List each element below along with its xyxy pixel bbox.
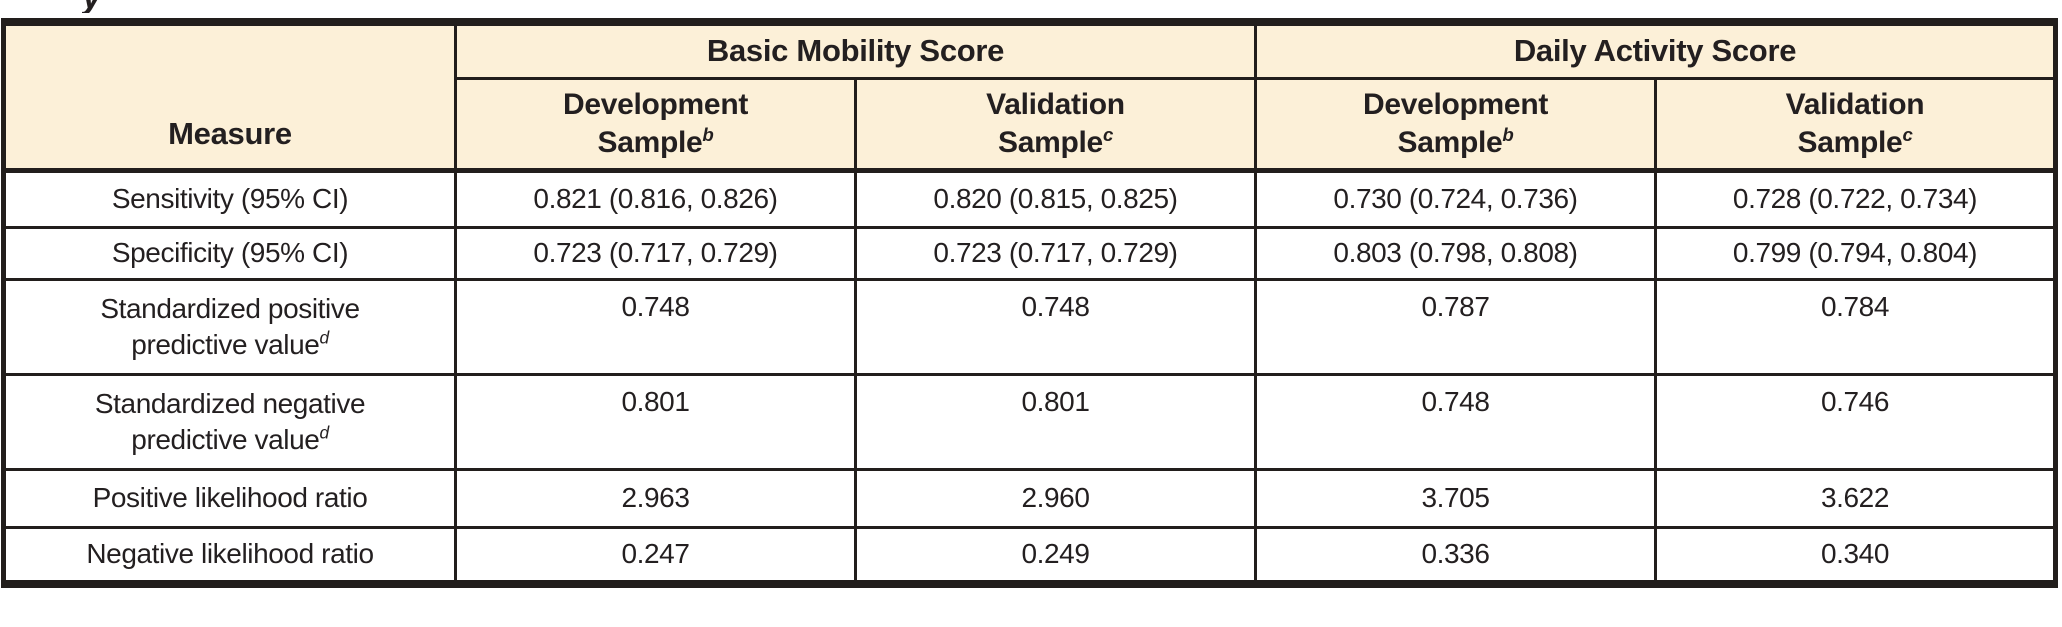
measure-label: Negative likelihood ratio	[2, 525, 457, 586]
value-cell: 0.748	[454, 277, 857, 376]
subheader-basic-validation-sample: Validation Samplec	[854, 76, 1257, 173]
footnote-marker: d	[319, 327, 329, 348]
table-body: Sensitivity (95% CI) 0.821 (0.816, 0.826…	[2, 168, 2057, 586]
table-row-standardized-positive-predictive-value: Standardized positive predictive valued …	[2, 277, 2057, 376]
subheader-line2: Sampleb	[597, 123, 714, 159]
table-row-sensitivity: Sensitivity (95% CI) 0.821 (0.816, 0.826…	[2, 168, 2057, 229]
subheader-basic-development-sample: Development Sampleb	[454, 76, 857, 173]
cropped-title-descender-fragment: y	[82, 0, 128, 13]
value-cell: 3.705	[1254, 467, 1657, 529]
measure-label: Sensitivity (95% CI)	[2, 168, 457, 229]
value-cell: 0.801	[454, 372, 857, 471]
subheader-line2: Sampleb	[1397, 123, 1514, 159]
subheader-daily-validation-sample: Validation Samplec	[1654, 76, 2057, 173]
title-glyph-fragment: y	[82, 0, 102, 13]
value-cell: 0.801	[854, 372, 1257, 471]
footnote-marker: d	[319, 422, 329, 443]
table-row-specificity: Specificity (95% CI) 0.723 (0.717, 0.729…	[2, 225, 2057, 281]
value-cell: 0.728 (0.722, 0.734)	[1654, 168, 2057, 229]
value-cell: 0.249	[854, 525, 1257, 586]
value-cell: 2.963	[454, 467, 857, 529]
subheader-daily-development-sample: Development Sampleb	[1254, 76, 1657, 173]
value-cell: 0.748	[854, 277, 1257, 376]
footnote-marker: c	[1902, 123, 1913, 145]
subheader-line1: Development	[1362, 87, 1549, 121]
measure-label: Standardized negative predictive valued	[2, 372, 457, 471]
value-cell: 0.803 (0.798, 0.808)	[1254, 225, 1657, 281]
footnote-marker: c	[1102, 123, 1113, 145]
table-row-negative-likelihood-ratio: Negative likelihood ratio 0.247 0.249 0.…	[2, 525, 2057, 586]
value-cell: 0.820 (0.815, 0.825)	[854, 168, 1257, 229]
footnote-marker: b	[702, 123, 714, 145]
value-cell: 0.723 (0.717, 0.729)	[854, 225, 1257, 281]
value-cell: 0.723 (0.717, 0.729)	[454, 225, 857, 281]
value-cell: 0.336	[1254, 525, 1657, 586]
table-header: Measure Basic Mobility Score Daily Activ…	[2, 20, 2057, 173]
value-cell: 0.784	[1654, 277, 2057, 376]
group-header-basic-mobility-score: Basic Mobility Score	[454, 20, 1257, 80]
footnote-marker: b	[1502, 123, 1514, 145]
value-cell: 0.730 (0.724, 0.736)	[1254, 168, 1657, 229]
subheader-line2: Samplec	[998, 123, 1113, 159]
subheader-line2: Samplec	[1797, 123, 1913, 159]
value-cell: 0.247	[454, 525, 857, 586]
table-row-positive-likelihood-ratio: Positive likelihood ratio 2.963 2.960 3.…	[2, 467, 2057, 529]
measure-label: Positive likelihood ratio	[2, 467, 457, 529]
measure-column-header: Measure	[2, 20, 457, 173]
value-cell: 0.799 (0.794, 0.804)	[1654, 225, 2057, 281]
subheader-line1: Validation	[1785, 87, 1925, 121]
value-cell: 0.748	[1254, 372, 1657, 471]
value-cell: 0.821 (0.816, 0.826)	[454, 168, 857, 229]
diagnostic-accuracy-table: Measure Basic Mobility Score Daily Activ…	[1, 18, 2058, 588]
group-header-daily-activity-score: Daily Activity Score	[1254, 20, 2057, 80]
value-cell: 2.960	[854, 467, 1257, 529]
subheader-line1: Validation	[986, 87, 1125, 121]
table-row-standardized-negative-predictive-value: Standardized negative predictive valued …	[2, 372, 2057, 471]
group-header-row: Measure Basic Mobility Score Daily Activ…	[2, 20, 2057, 173]
value-cell: 0.787	[1254, 277, 1657, 376]
value-cell: 0.746	[1654, 372, 2057, 471]
sub-header-row: Development Sampleb Validation Samplec D…	[4, 76, 2057, 173]
measure-label: Standardized positive predictive valued	[2, 277, 457, 376]
subheader-line1: Development	[562, 87, 749, 121]
measure-label: Specificity (95% CI)	[2, 225, 457, 281]
value-cell: 0.340	[1654, 525, 2057, 586]
value-cell: 3.622	[1654, 467, 2057, 529]
